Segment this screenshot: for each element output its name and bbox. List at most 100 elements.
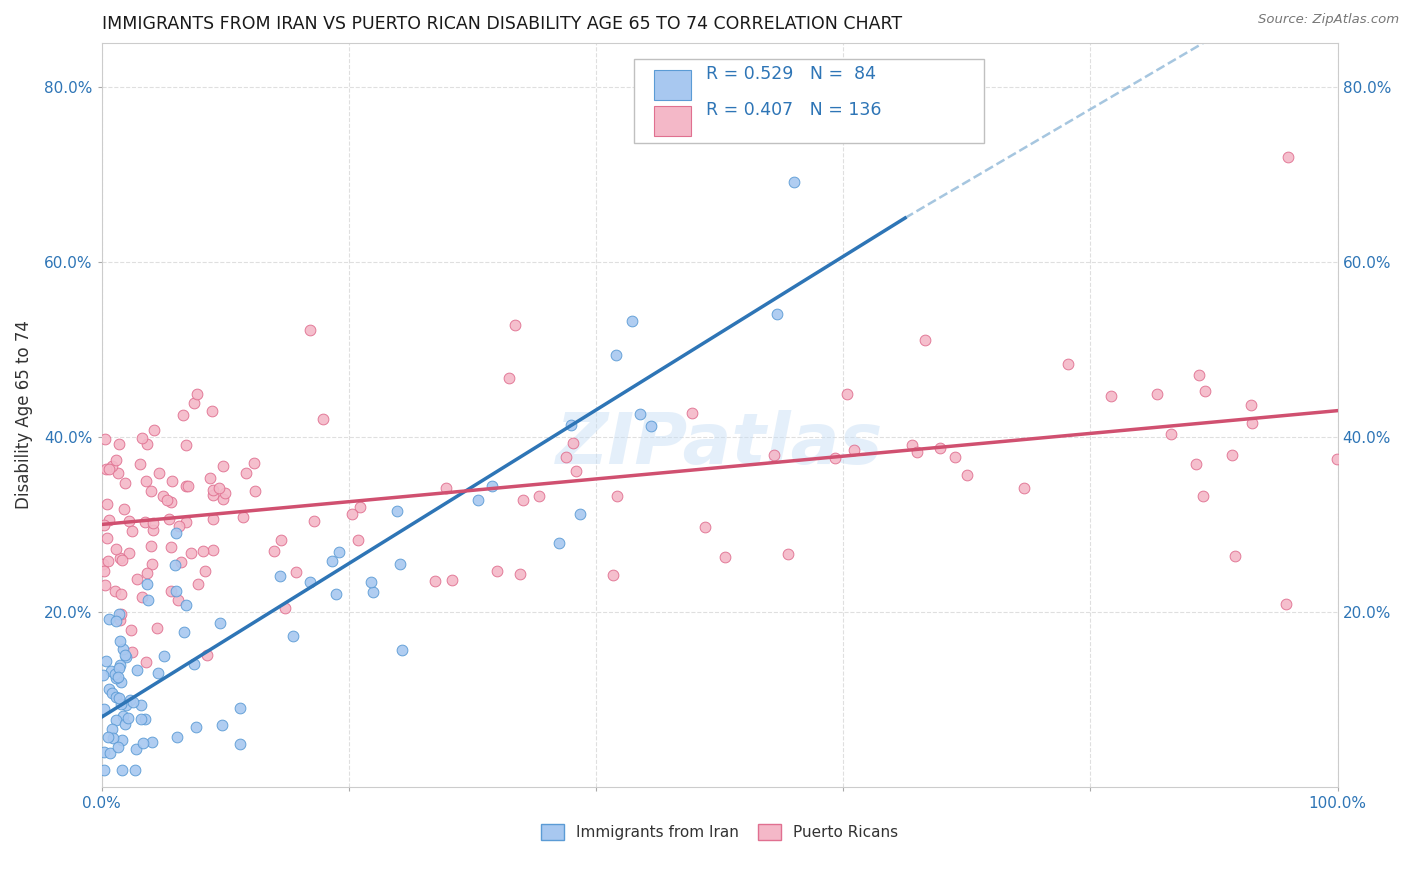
Point: [325, 587, 347, 601]
Point: [527, 490, 550, 504]
Point: [120, 623, 142, 637]
Point: [1057, 357, 1080, 371]
Point: [166, 592, 188, 607]
Point: [93, 745, 115, 759]
Point: [93, 518, 115, 533]
Point: [98, 462, 121, 476]
Text: R = 0.407   N = 136: R = 0.407 N = 136: [706, 101, 882, 119]
Y-axis label: Disability Age 65 to 74: Disability Age 65 to 74: [15, 320, 32, 509]
Point: [98, 513, 121, 527]
Point: [138, 593, 160, 607]
Point: [285, 565, 308, 579]
Point: [93, 702, 115, 716]
Point: [1012, 481, 1035, 495]
Point: [1277, 150, 1299, 164]
Point: [481, 479, 503, 493]
Point: [302, 514, 325, 528]
Point: [391, 643, 413, 657]
Point: [104, 583, 127, 598]
Point: [1187, 368, 1209, 383]
Point: [129, 712, 152, 726]
Point: [186, 387, 208, 401]
Point: [101, 722, 124, 736]
Point: [385, 504, 408, 518]
Point: [824, 450, 846, 465]
Point: [107, 437, 129, 451]
Point: [105, 453, 128, 467]
Point: [766, 307, 789, 321]
Point: [97, 554, 120, 568]
Point: [245, 484, 267, 499]
Point: [110, 657, 132, 672]
Point: [340, 507, 363, 521]
Point: [121, 524, 143, 538]
Point: [132, 736, 155, 750]
Point: [156, 492, 179, 507]
Point: [94, 578, 117, 592]
Point: [141, 735, 163, 749]
Point: [173, 625, 195, 640]
Point: [565, 464, 588, 478]
Point: [100, 685, 122, 699]
Point: [121, 695, 143, 709]
Point: [142, 524, 165, 538]
Point: [114, 648, 136, 662]
Point: [174, 599, 197, 613]
Point: [107, 660, 129, 674]
Point: [512, 493, 534, 508]
Point: [187, 577, 209, 591]
Point: [100, 664, 122, 678]
Point: [621, 313, 644, 327]
Point: [914, 333, 936, 347]
Point: [232, 509, 254, 524]
Point: [162, 474, 184, 488]
Point: [97, 730, 120, 744]
Point: [561, 435, 583, 450]
Point: [229, 737, 252, 751]
Point: [905, 445, 928, 459]
Point: [152, 489, 174, 503]
Point: [778, 547, 800, 561]
Point: [693, 520, 716, 534]
Point: [640, 419, 662, 434]
Point: [1194, 384, 1216, 398]
Point: [1274, 598, 1296, 612]
Point: [111, 732, 134, 747]
Point: [214, 486, 236, 500]
Point: [111, 763, 134, 777]
Point: [96, 497, 118, 511]
Point: [135, 474, 157, 488]
Point: [112, 501, 135, 516]
Point: [900, 438, 922, 452]
Point: [434, 481, 457, 495]
Point: [165, 584, 187, 599]
Text: IMMIGRANTS FROM IRAN VS PUERTO RICAN DISABILITY AGE 65 TO 74 CORRELATION CHART: IMMIGRANTS FROM IRAN VS PUERTO RICAN DIS…: [101, 15, 901, 33]
Point: [110, 607, 132, 622]
Point: [194, 564, 217, 578]
Point: [1240, 398, 1263, 412]
Point: [93, 432, 115, 446]
Point: [361, 585, 384, 599]
Point: [235, 466, 257, 480]
Point: [560, 417, 582, 432]
Point: [96, 531, 118, 545]
Point: [628, 408, 651, 422]
Point: [783, 175, 806, 189]
Point: [211, 492, 233, 507]
Point: [440, 574, 463, 588]
Point: [93, 558, 115, 572]
Point: [135, 566, 157, 581]
Point: [554, 450, 576, 464]
Point: [681, 406, 703, 420]
Point: [956, 467, 979, 482]
Point: [107, 670, 129, 684]
Point: [312, 411, 335, 425]
Point: [202, 543, 225, 558]
Point: [174, 479, 197, 493]
Point: [107, 739, 129, 754]
Point: [118, 546, 141, 560]
Point: [321, 554, 343, 568]
Point: [1160, 426, 1182, 441]
Point: [91, 668, 114, 682]
Point: [202, 483, 225, 498]
